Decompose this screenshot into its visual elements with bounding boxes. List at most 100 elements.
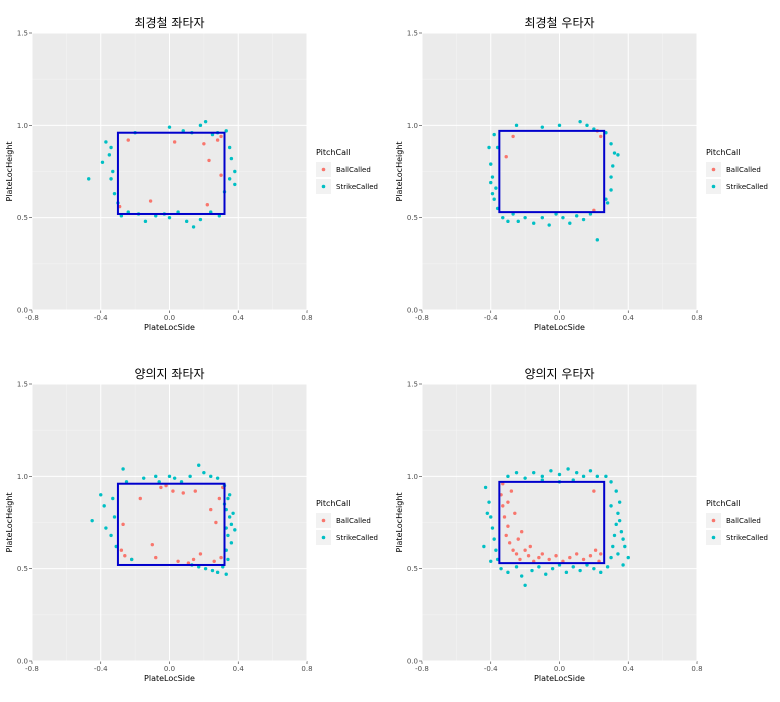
data-point — [561, 215, 565, 220]
data-point — [111, 496, 115, 501]
data-point — [104, 526, 108, 530]
data-point — [229, 156, 234, 161]
chart-panel-1: 최경철 좌타자 -0.8 -0.4 0.0 0.4 0.8 0.0 0.5 1.0 1.5 Plat… — [0, 0, 390, 344]
data-point — [605, 565, 610, 569]
data-point — [499, 566, 503, 571]
data-point — [121, 522, 125, 527]
data-point — [210, 568, 215, 573]
x-tick-label: -0.4 — [94, 314, 108, 322]
data-point — [616, 552, 620, 556]
data-point — [226, 533, 230, 538]
legend-swatch — [321, 167, 326, 172]
data-point — [489, 515, 493, 519]
data-point — [198, 217, 203, 222]
data-point — [126, 138, 130, 142]
y-tick-label: 0.5 — [17, 565, 28, 573]
x-tick-label: 0.4 — [233, 314, 245, 322]
data-point — [544, 572, 548, 576]
data-point — [202, 142, 206, 146]
data-point — [514, 123, 519, 128]
data-point — [595, 238, 600, 242]
x-tick-label: 0.0 — [164, 314, 175, 322]
data-point — [568, 221, 572, 225]
data-point — [540, 125, 545, 129]
legend-title: PitchCall — [706, 148, 740, 157]
data-point — [619, 530, 624, 534]
y-tick-label: 1.0 — [407, 122, 418, 130]
data-point — [191, 557, 196, 562]
y-axis-label: PlateLocHeight — [5, 141, 14, 201]
data-point — [188, 474, 192, 479]
x-tick-label: 0.4 — [623, 665, 635, 673]
data-point — [609, 175, 613, 179]
data-point — [557, 123, 562, 128]
chart-title: 최경철 우타자 — [524, 16, 594, 30]
strike-zone-box — [498, 129, 606, 214]
legend-title: PitchCall — [316, 148, 350, 157]
data-point — [172, 476, 177, 480]
data-point — [604, 474, 608, 479]
data-point — [109, 533, 113, 538]
data-point — [609, 504, 613, 508]
data-point — [123, 554, 127, 558]
data-point — [209, 507, 213, 512]
data-point — [557, 472, 562, 477]
x-tick-label: -0.4 — [484, 314, 498, 322]
x-tick-label: 0.0 — [554, 314, 565, 322]
data-point — [99, 493, 103, 497]
x-tick-label: 0.4 — [233, 665, 245, 673]
data-point — [489, 180, 493, 185]
x-tick-label: -0.4 — [484, 665, 498, 673]
data-point — [511, 134, 515, 139]
legend-label: StrikeCalled — [336, 183, 378, 191]
data-point — [568, 555, 572, 560]
data-point — [171, 489, 175, 493]
data-point — [585, 123, 589, 128]
data-point — [540, 474, 545, 479]
data-point — [219, 173, 223, 177]
legend-swatch — [321, 535, 326, 540]
data-point — [231, 511, 235, 515]
data-point — [592, 566, 596, 571]
x-tick-label: -0.4 — [94, 665, 108, 673]
data-point — [540, 215, 545, 220]
data-point — [514, 565, 519, 569]
data-point — [532, 221, 536, 225]
data-point — [191, 225, 196, 229]
x-tick-label: 0.8 — [301, 314, 312, 322]
data-point — [489, 559, 493, 563]
data-point — [494, 548, 498, 552]
legend-swatch — [711, 184, 716, 189]
data-point — [233, 528, 237, 532]
data-point — [526, 554, 531, 558]
data-point — [121, 467, 125, 471]
data-point — [184, 219, 189, 224]
data-point — [203, 119, 208, 124]
data-point — [172, 140, 177, 144]
data-point — [581, 557, 586, 562]
y-tick-label: 0.5 — [407, 565, 418, 573]
data-point — [617, 500, 622, 504]
data-point — [224, 572, 228, 576]
chart-title: 양의지 우타자 — [524, 367, 594, 381]
data-point — [574, 214, 579, 218]
scatter-chart: 최경철 우타자 -0.8 -0.4 0.0 0.4 0.8 0.0 0.5 1.0 1.5 Plat… — [395, 16, 768, 332]
data-point — [215, 138, 220, 142]
data-point — [537, 555, 541, 560]
data-point — [564, 570, 569, 575]
data-point — [167, 125, 172, 129]
data-point — [112, 191, 117, 196]
data-point — [150, 542, 155, 547]
x-axis-label: PlateLocSide — [144, 323, 195, 332]
data-point — [482, 544, 486, 549]
data-point — [516, 537, 520, 541]
data-point — [550, 566, 555, 571]
data-point — [623, 544, 627, 549]
y-tick-label: 1.0 — [407, 473, 418, 481]
data-point — [595, 474, 600, 479]
data-point — [506, 500, 510, 504]
data-point — [490, 191, 495, 196]
data-point — [501, 215, 505, 220]
data-point — [203, 566, 208, 571]
data-point — [609, 142, 613, 146]
